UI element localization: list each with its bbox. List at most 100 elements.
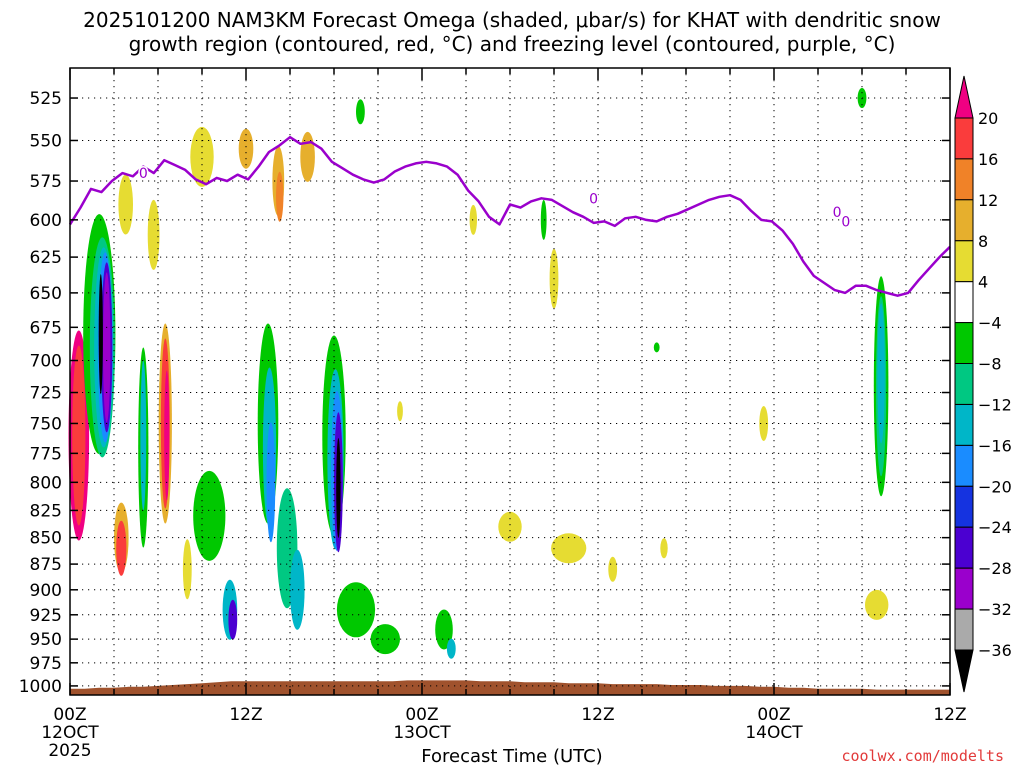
y-tick-label: 725 [30,384,62,404]
colorbar-tick-label: 16 [978,150,998,169]
colorbar-tick-label: −24 [978,518,1012,537]
x-tick-label: 00Z [757,705,790,725]
y-axis: 525 550 575 600 625 650 675 700 725 750 775 800 825 8… [19,89,950,697]
omega-region [540,199,547,240]
colorbar: 20 16 12 8 4 −4 −8 −12 −16 −20 −24 −28 −32 −36 [954,75,1012,693]
colorbar-tick-label: −32 [978,600,1012,619]
x-date-label: 2025 [48,741,91,761]
x-tick-label: 12Z [229,705,262,725]
y-tick-label: 675 [30,318,62,338]
y-tick-label: 850 [30,529,62,549]
omega-region [290,549,305,630]
omega-region [446,638,456,659]
colorbar-swatch [954,608,974,651]
omega-region [653,342,660,353]
y-tick-label: 1000 [19,677,62,697]
omega-region [238,128,254,169]
omega-region [759,406,769,441]
colorbar-tick-label: −28 [978,559,1012,578]
colorbar-swatch [954,199,974,242]
omega-region [551,533,587,564]
colorbar-swatch [954,240,974,283]
y-tick-label: 975 [30,654,62,674]
y-tick-label: 925 [30,606,62,626]
omega-shading [68,88,889,659]
y-tick-label: 875 [30,555,62,575]
x-date-label: 12OCT [41,723,99,743]
y-tick-label: 700 [30,352,62,372]
y-tick-label: 550 [30,131,62,151]
x-tick-label: 00Z [405,705,438,725]
chart-title-line-1: 2025101200 NAM3KM Forecast Omega (shaded… [83,8,941,32]
y-tick-label: 950 [30,630,62,650]
omega-region [228,599,238,640]
colorbar-tick-label: −8 [978,355,1002,374]
omega-region [300,131,315,182]
omega-region [469,204,477,235]
colorbar-swatch [954,158,974,201]
omega-region [498,511,522,542]
colorbar-swatch [954,322,974,365]
omega-region [865,589,889,620]
colorbar-tick-label: 8 [978,232,988,251]
x-tick-label: 00Z [53,705,86,725]
colorbar-tick-label: −12 [978,395,1012,414]
omega-region [660,538,668,559]
x-tick-label: 12Z [933,705,966,725]
omega-region [182,539,192,600]
colorbar-swatch [954,485,974,528]
site-credit: coolwx.com/modelts [841,747,1004,765]
colorbar-swatch [954,75,974,119]
omega-region [336,438,341,538]
omega-region [103,272,111,423]
y-tick-label: 575 [30,172,62,192]
colorbar-swatch [954,649,974,693]
y-tick-label: 525 [30,89,62,109]
y-tick-label: 625 [30,248,62,268]
omega-region [140,360,147,511]
omega-region [276,171,284,222]
omega-region [336,582,376,638]
y-tick-label: 650 [30,284,62,304]
x-axis-label: Forecast Time (UTC) [421,746,603,767]
freezing-level-label: 0 [841,214,850,230]
grid-layer [70,68,950,695]
omega-region [190,126,214,187]
colorbar-tick-label: −16 [978,436,1012,455]
omega-region [356,99,365,125]
colorbar-tick-label: −20 [978,477,1012,496]
x-date-label: 14OCT [745,723,803,743]
omega-region [193,470,226,561]
colorbar-swatch [954,526,974,569]
y-tick-label: 825 [30,501,62,521]
omega-region [397,401,403,422]
colorbar-swatch [954,363,974,405]
colorbar-tick-label: 12 [978,191,998,210]
freezing-level-label: 0 [139,166,148,182]
x-date-label: 13OCT [393,723,451,743]
y-tick-label: 750 [30,414,62,434]
colorbar-swatch [954,117,974,160]
omega-region [72,345,86,526]
omega-region [370,624,400,655]
colorbar-swatch [954,567,974,610]
omega-region [164,370,170,501]
omega-region [118,174,133,235]
y-tick-label: 775 [30,444,62,464]
omega-region [98,274,103,395]
omega-region [147,199,160,270]
colorbar-tick-label: 4 [978,273,988,292]
omega-region [608,556,618,582]
freezing-level-label: 0 [833,205,842,221]
colorbar-swatch [954,444,974,487]
freezing-level-label: 0 [589,191,598,207]
colorbar-tick-label: −4 [978,314,1002,333]
freezing-level-line [68,135,951,297]
omega-region [266,422,276,543]
omega-region [116,520,127,576]
colorbar-swatch [954,281,974,324]
colorbar-swatch [954,404,974,446]
